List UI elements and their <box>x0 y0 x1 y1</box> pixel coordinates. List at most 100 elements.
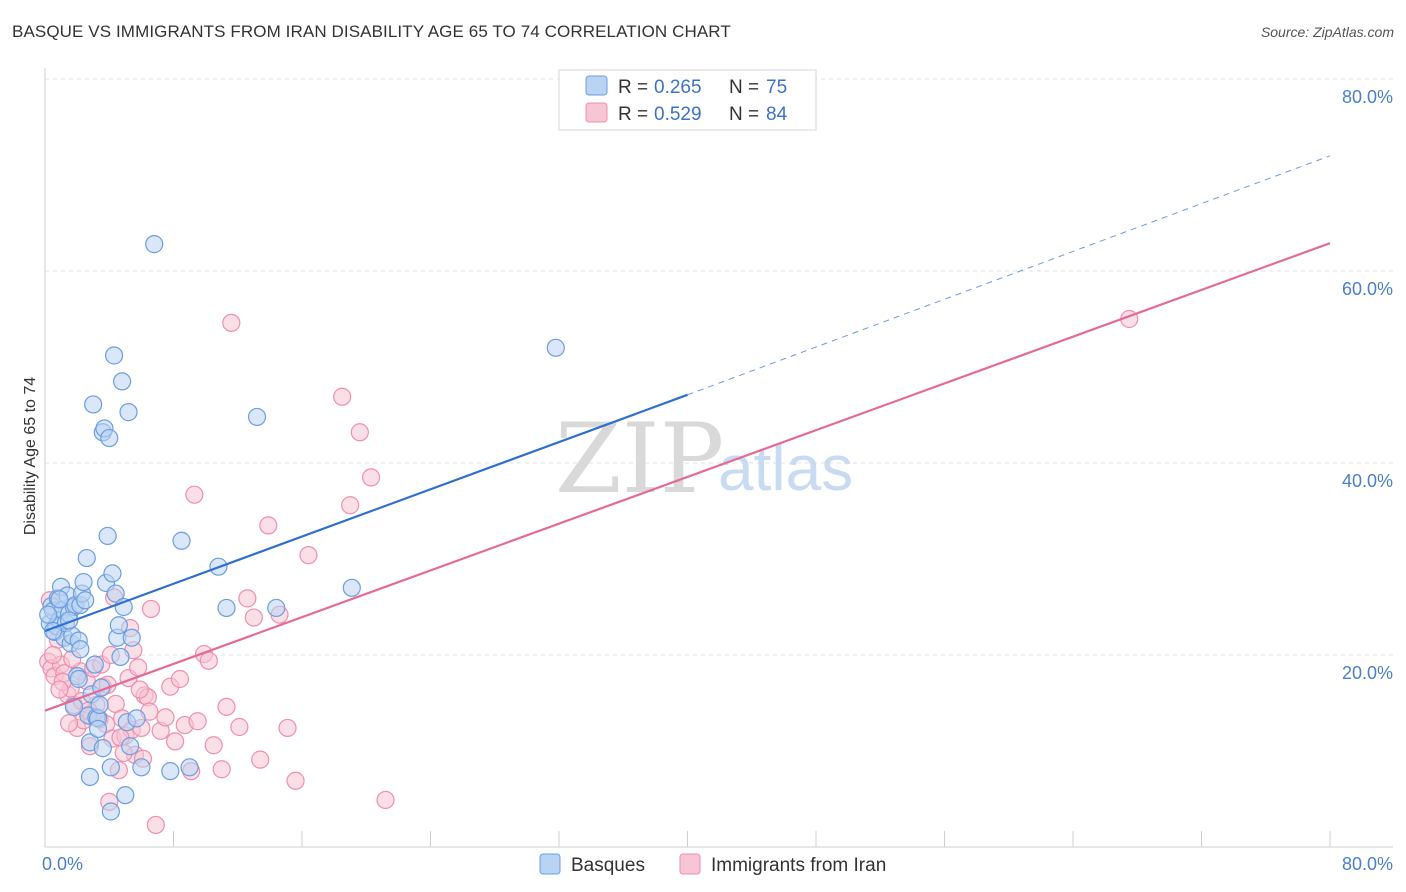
iran-point <box>185 485 204 504</box>
x-tick-labels: 0.0% 80.0% <box>42 854 1393 874</box>
basques-point <box>342 578 361 597</box>
chart-title: BASQUE VS IMMIGRANTS FROM IRAN DISABILIT… <box>12 22 731 41</box>
basques-trend-line <box>44 393 688 633</box>
iran-point <box>59 714 79 733</box>
iran-point <box>199 651 218 670</box>
basques-point <box>93 739 112 758</box>
y-tick-label: 60.0% <box>1342 279 1393 299</box>
iran-point <box>286 771 305 790</box>
watermark: ZIP atlas <box>555 403 853 515</box>
basques-point <box>112 372 132 391</box>
basques-point <box>98 526 117 546</box>
basques-point <box>127 709 146 728</box>
basques-point <box>100 428 119 448</box>
bottom-legend-swatch-iran <box>679 853 701 875</box>
watermark-atlas: atlas <box>718 432 853 504</box>
iran-point <box>350 423 369 442</box>
basques-point <box>109 616 128 635</box>
iran-point <box>129 658 148 677</box>
basques-point <box>50 590 69 609</box>
iran-point <box>141 599 161 619</box>
basques-point <box>122 628 141 647</box>
basques-point <box>84 395 103 414</box>
basques-point <box>88 719 108 739</box>
iran-point <box>333 387 352 406</box>
basques-point <box>104 346 124 365</box>
basques-point <box>101 802 120 821</box>
y-tick-labels: 20.0% 40.0% 60.0% 80.0% <box>1342 87 1393 683</box>
legend-bottom: Basques Immigrants from Iran <box>539 853 886 876</box>
series-iran-points <box>39 309 1139 835</box>
basques-point <box>85 655 104 674</box>
iran-point <box>170 669 190 689</box>
legend-r-value-basques: 0.265 <box>654 77 702 98</box>
basques-point <box>74 572 93 592</box>
x-tick-label: 0.0% <box>42 854 83 874</box>
iran-point <box>278 718 297 738</box>
legend-n-value-iran: 84 <box>766 104 788 125</box>
iran-point <box>238 589 257 608</box>
basques-point <box>111 647 130 667</box>
legend-swatch-basques <box>585 75 608 96</box>
iran-point <box>188 712 207 731</box>
basques-point <box>247 407 267 427</box>
iran-point <box>217 697 236 716</box>
basques-point <box>101 758 120 777</box>
basques-point <box>76 591 95 610</box>
iran-point <box>50 680 69 699</box>
grid-lines <box>45 78 1393 656</box>
iran-point <box>166 732 185 751</box>
basques-point <box>267 598 286 618</box>
basques-point <box>77 548 96 568</box>
iran-point <box>376 790 395 810</box>
basques-point <box>119 403 138 422</box>
legend-top: R = 0.265 N = 75 R = 0.529 N = 84 <box>558 69 817 131</box>
axes <box>44 68 1393 848</box>
iran-point <box>244 608 263 627</box>
series-basques-points <box>39 235 565 821</box>
legend-n-label-basques: N = <box>729 77 759 98</box>
basques-point <box>132 758 151 777</box>
basques-point <box>546 338 565 357</box>
iran-point <box>43 645 63 665</box>
iran-point <box>146 815 165 835</box>
legend-r-label-iran: R = <box>618 104 648 125</box>
basques-point <box>116 786 135 805</box>
y-tick-label: 80.0% <box>1342 87 1393 107</box>
bottom-legend-label-iran: Immigrants from Iran <box>711 855 886 876</box>
legend-n-value-basques: 75 <box>766 77 787 98</box>
iran-point <box>259 516 278 535</box>
iran-point <box>212 760 231 779</box>
bottom-legend-swatch-basques <box>539 853 561 875</box>
basques-point <box>106 584 125 603</box>
y-axis-label: Disability Age 65 to 74 <box>22 377 39 535</box>
iran-point <box>299 546 318 565</box>
y-tick-label: 20.0% <box>1342 663 1393 683</box>
basques-point <box>161 762 180 781</box>
iran-trend-line <box>44 242 1331 712</box>
bottom-legend-label-basques: Basques <box>571 855 645 876</box>
iran-point <box>341 496 360 515</box>
legend-r-label-basques: R = <box>618 77 648 98</box>
basques-point <box>217 598 236 618</box>
iran-point <box>251 750 270 769</box>
iran-point <box>222 313 241 332</box>
basques-point <box>90 695 109 715</box>
basques-point <box>180 758 199 777</box>
iran-point <box>361 468 381 487</box>
iran-point <box>204 736 223 755</box>
iran-point <box>156 708 175 727</box>
basques-point <box>121 737 140 756</box>
legend-swatch-iran <box>585 102 608 123</box>
basques-point <box>71 640 90 659</box>
basques-trend-extension <box>687 155 1331 396</box>
x-tick-label: 80.0% <box>1342 854 1393 874</box>
y-tick-label: 40.0% <box>1342 471 1393 491</box>
watermark-zip: ZIP <box>555 403 724 515</box>
iran-point <box>230 717 249 737</box>
trend-lines <box>44 155 1331 712</box>
basques-point <box>39 605 58 624</box>
iran-point <box>130 680 149 699</box>
legend-n-label-iran: N = <box>729 104 759 125</box>
